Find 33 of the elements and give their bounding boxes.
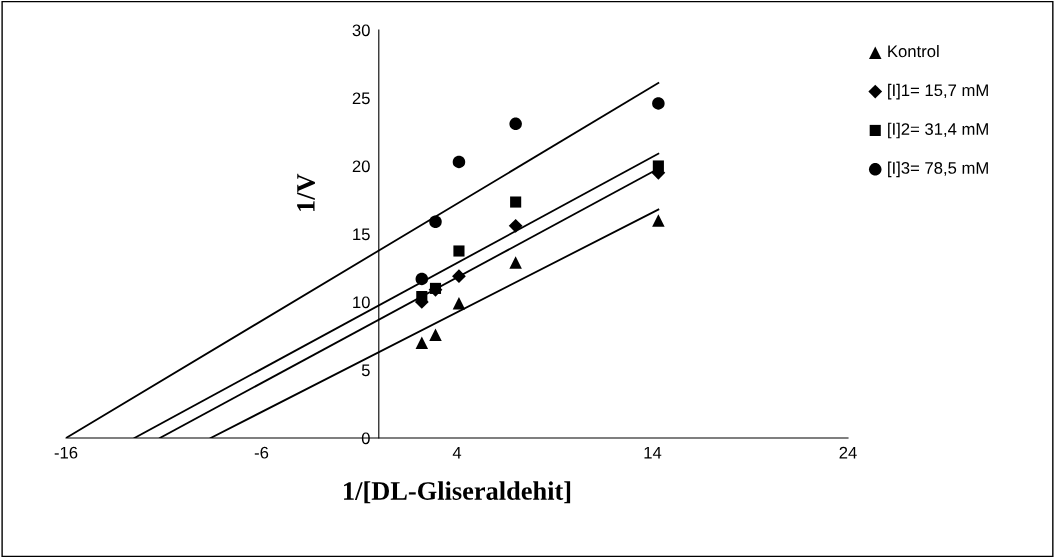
x-tick-label: -16 xyxy=(54,446,78,459)
point xyxy=(508,218,523,233)
point xyxy=(415,272,429,286)
point xyxy=(652,160,664,172)
legend-label: [I]1= 15,7 mM xyxy=(888,83,988,100)
point xyxy=(509,117,522,131)
x-tick-label: -6 xyxy=(254,446,269,459)
point xyxy=(652,97,665,110)
legend-label: [I]3= 78,5 mM xyxy=(888,161,988,178)
point xyxy=(509,256,522,269)
x-tick-label: 4 xyxy=(452,446,462,459)
point xyxy=(452,155,466,169)
point xyxy=(510,196,522,208)
point xyxy=(452,269,466,284)
y-tick-label: 20 xyxy=(352,160,370,173)
x-axis-title: 1/[DL-Gliseraldehit] xyxy=(344,481,571,504)
point xyxy=(652,214,665,227)
point xyxy=(429,215,442,229)
y-tick-label: 25 xyxy=(352,92,370,105)
point xyxy=(453,245,465,257)
x-tick-label: 24 xyxy=(839,446,857,459)
y-axis-title: 1/V xyxy=(297,173,315,211)
legend-label: [I]2= 31,4 mM xyxy=(888,122,988,139)
y-tick-label: 30 xyxy=(352,24,370,37)
point xyxy=(452,297,466,310)
point xyxy=(415,336,429,350)
y-tick-label: 10 xyxy=(353,296,370,309)
y-tick-label: 15 xyxy=(353,228,370,241)
y-tick-label: 5 xyxy=(361,364,370,377)
point xyxy=(429,328,442,341)
legend-label: Kontrol xyxy=(888,45,939,58)
x-tick-label: 14 xyxy=(644,446,662,459)
y-tick-label: 0 xyxy=(361,432,370,445)
